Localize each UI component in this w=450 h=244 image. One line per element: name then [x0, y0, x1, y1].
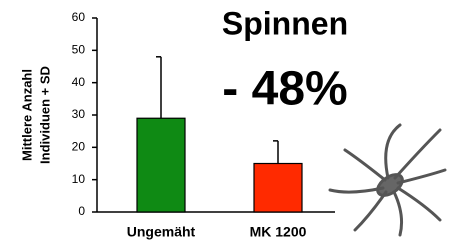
y-axis-label: Individuen + SD [37, 66, 52, 164]
y-tick-label: 50 [72, 43, 86, 57]
y-tick-label: 30 [72, 107, 86, 121]
x-tick-label: Ungemäht [127, 224, 196, 240]
chart: Spinnen - 48% Mittlere Anzahl Individuen… [0, 0, 450, 244]
x-tick-label: MK 1200 [250, 224, 307, 240]
y-tick-label: 0 [78, 204, 85, 218]
y-axis-label: Mittlere Anzahl [19, 69, 34, 161]
bar [254, 164, 302, 213]
y-tick-label: 60 [72, 10, 86, 24]
spider-illustration [330, 125, 445, 235]
y-tick-label: 10 [72, 172, 86, 186]
y-tick-label: 40 [72, 75, 86, 89]
annotation: - 48% [222, 63, 347, 116]
y-tick-label: 20 [72, 140, 86, 154]
chart-title: Spinnen [222, 5, 348, 41]
bar [137, 118, 185, 212]
